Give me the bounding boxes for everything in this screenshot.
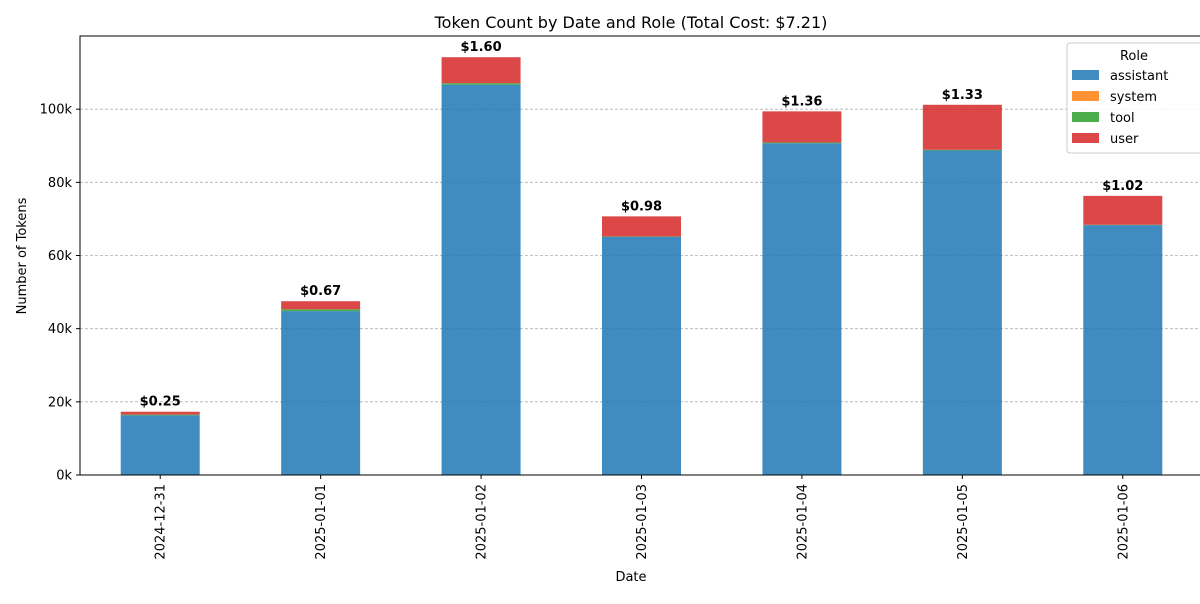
x-tick-label: 2025-01-03 bbox=[635, 484, 650, 560]
legend-swatch-assistant bbox=[1072, 70, 1099, 80]
bar-assistant-2025-01-04 bbox=[762, 143, 841, 475]
y-tick-label: 60k bbox=[48, 249, 73, 264]
bar-annotation: $0.98 bbox=[621, 199, 662, 214]
legend-swatch-system bbox=[1072, 91, 1099, 101]
y-axis-label: Number of Tokens bbox=[15, 197, 30, 314]
bar-assistant-2025-01-05 bbox=[923, 151, 1002, 475]
chart-title: Token Count by Date and Role (Total Cost… bbox=[434, 13, 828, 32]
bar-annotation: $0.67 bbox=[300, 284, 341, 299]
bar-assistant-2025-01-01 bbox=[281, 311, 360, 475]
bar-user-2025-01-03 bbox=[602, 216, 681, 236]
legend-swatch-user bbox=[1072, 133, 1099, 143]
y-tick-label: 80k bbox=[48, 176, 73, 191]
bar-assistant-2025-01-06 bbox=[1083, 225, 1162, 475]
bar-tool-2024-12-31 bbox=[121, 415, 200, 416]
y-tick-label: 40k bbox=[48, 322, 73, 337]
legend-swatch-tool bbox=[1072, 112, 1099, 122]
bar-user-2025-01-02 bbox=[442, 57, 521, 83]
legend: Role assistant system tool user bbox=[1067, 43, 1200, 153]
x-tick-label: 2025-01-02 bbox=[475, 484, 490, 560]
bar-annotation: $0.25 bbox=[140, 395, 181, 410]
bar-annotation: $1.02 bbox=[1102, 179, 1143, 194]
x-tick-label: 2025-01-01 bbox=[314, 484, 329, 560]
x-tick-label: 2025-01-05 bbox=[956, 484, 971, 560]
legend-label-system: system bbox=[1110, 90, 1157, 105]
bar-tool-2025-01-01 bbox=[281, 309, 360, 311]
bar-user-2024-12-31 bbox=[121, 412, 200, 415]
x-tick-label: 2025-01-04 bbox=[795, 484, 810, 560]
x-tick-label: 2024-12-31 bbox=[154, 484, 169, 560]
bar-user-2025-01-06 bbox=[1083, 196, 1162, 225]
legend-label-assistant: assistant bbox=[1110, 69, 1168, 84]
x-axis-label: Date bbox=[615, 570, 646, 585]
bar-assistant-2024-12-31 bbox=[121, 415, 200, 475]
bar-tool-2025-01-04 bbox=[762, 142, 841, 143]
bar-assistant-2025-01-02 bbox=[442, 85, 521, 475]
bar-tool-2025-01-02 bbox=[442, 83, 521, 84]
legend-title: Role bbox=[1120, 49, 1148, 64]
y-tick-label: 100k bbox=[40, 103, 73, 118]
legend-label-user: user bbox=[1110, 132, 1139, 147]
bar-user-2025-01-04 bbox=[762, 111, 841, 142]
bar-assistant-2025-01-03 bbox=[602, 237, 681, 475]
bar-annotation: $1.60 bbox=[461, 40, 502, 55]
legend-label-tool: tool bbox=[1110, 111, 1135, 126]
y-tick-label: 20k bbox=[48, 395, 73, 410]
bar-user-2025-01-01 bbox=[281, 301, 360, 309]
y-tick-label: 0k bbox=[56, 469, 72, 484]
bar-annotation: $1.36 bbox=[781, 94, 822, 109]
x-tick-label: 2025-01-06 bbox=[1116, 484, 1131, 560]
bar-tool-2025-01-05 bbox=[923, 150, 1002, 151]
bar-user-2025-01-05 bbox=[923, 105, 1002, 150]
bar-annotation: $1.33 bbox=[942, 88, 983, 103]
